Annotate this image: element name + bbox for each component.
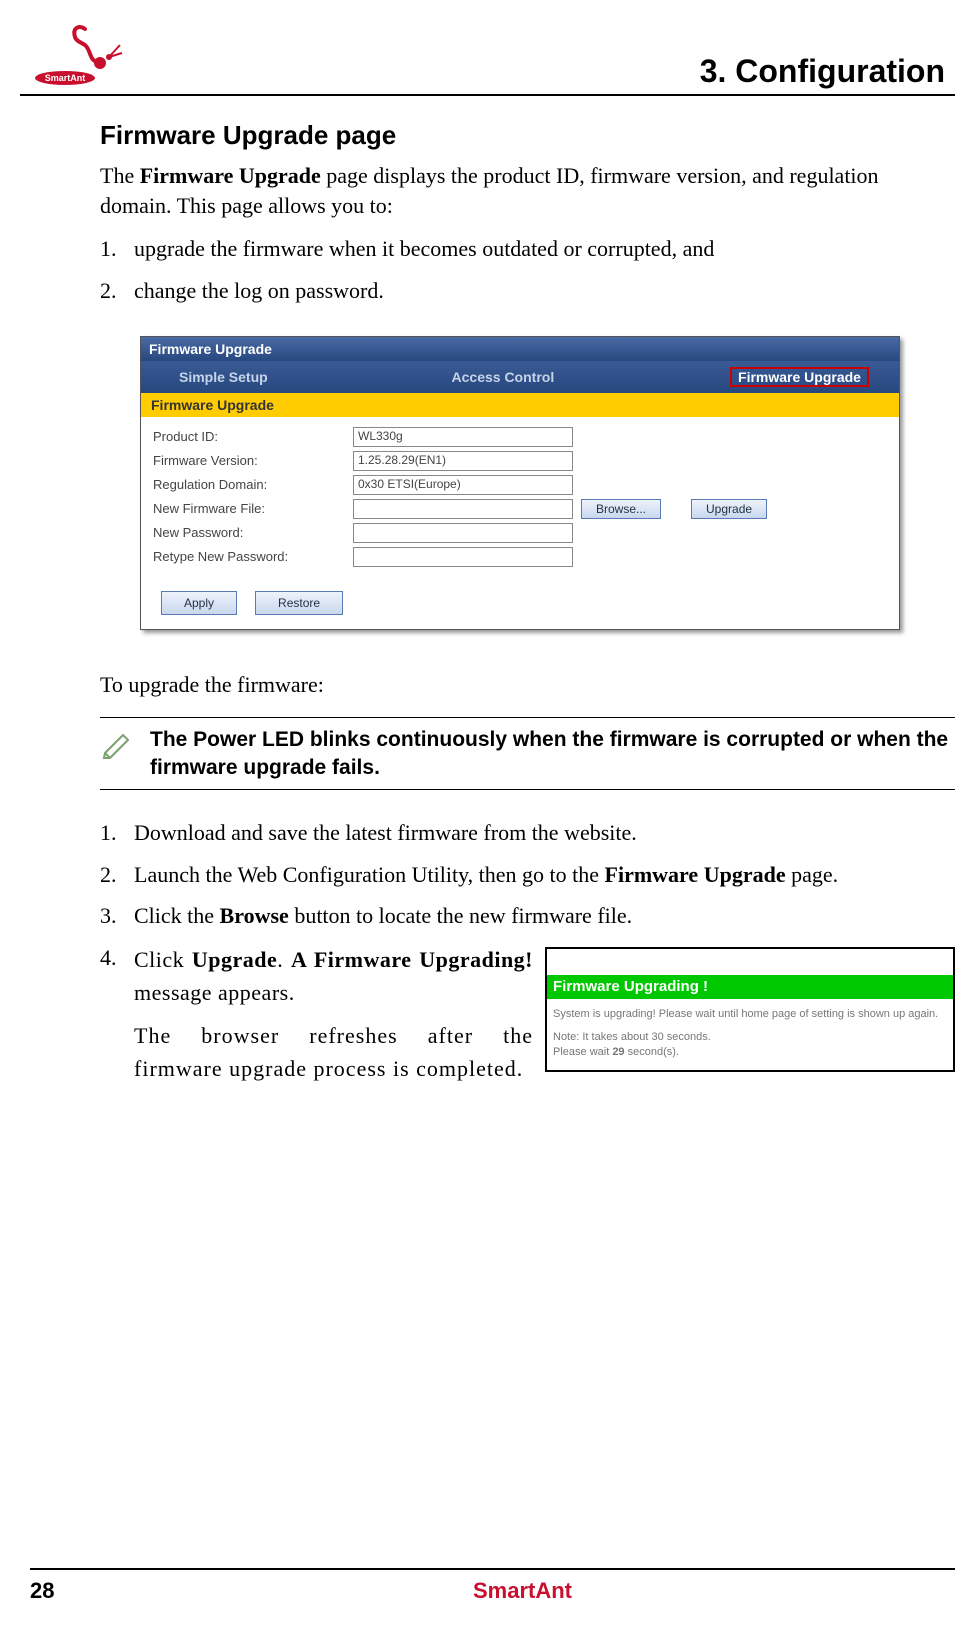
wait-post: second(s). xyxy=(625,1046,679,1058)
firmware-screenshot: Firmware Upgrade Simple Setup Access Con… xyxy=(140,336,900,630)
page-number: 28 xyxy=(30,1578,90,1604)
upgrade-lead: To upgrade the firmware: xyxy=(100,670,955,700)
upgrading-line2: Note: It takes about 30 seconds. xyxy=(553,1030,947,1045)
list-item: 2. change the log on password. xyxy=(100,276,955,306)
s4a-mid: . xyxy=(277,947,291,972)
pencil-icon xyxy=(100,726,136,762)
note-text: The Power LED blinks continuously when t… xyxy=(150,726,955,781)
upgrading-line1: System is upgrading! Please wait until h… xyxy=(553,1007,947,1022)
s2-bold: Firmware Upgrade xyxy=(605,862,786,887)
s2-pre: Launch the Web Configuration Utility, th… xyxy=(134,862,605,887)
item-number: 1. xyxy=(100,818,134,848)
intro-paragraph: The Firmware Upgrade page displays the p… xyxy=(100,161,955,220)
new-firmware-file-input[interactable] xyxy=(353,499,573,519)
screenshot-form: Product ID: WL330g Firmware Version: 1.2… xyxy=(141,417,899,581)
retype-password-input[interactable] xyxy=(353,547,573,567)
footer-brand: SmartAnt xyxy=(90,1578,955,1604)
upgrading-line3: Please wait 29 second(s). xyxy=(553,1045,947,1060)
smartant-logo-icon: SmartAnt xyxy=(30,23,140,88)
item-text: Download and save the latest firmware fr… xyxy=(134,818,955,848)
intro-bold: Firmware Upgrade xyxy=(140,163,321,188)
intro-pre: The xyxy=(100,163,140,188)
steps-list: 1. Download and save the latest firmware… xyxy=(100,818,955,1085)
s4a-b1: Upgrade xyxy=(192,947,277,972)
regulation-domain-label: Regulation Domain: xyxy=(153,477,353,492)
list-item: 2. Launch the Web Configuration Utility,… xyxy=(100,860,955,890)
section-heading: Firmware Upgrade page xyxy=(100,120,955,151)
firmware-version-value: 1.25.28.29(EN1) xyxy=(353,451,573,471)
s3-bold: Browse xyxy=(220,903,289,928)
upgrade-button[interactable]: Upgrade xyxy=(691,499,767,519)
list-item: 3. Click the Browse button to locate the… xyxy=(100,901,955,931)
firmware-version-label: Firmware Version: xyxy=(153,453,353,468)
wait-pre: Please wait xyxy=(553,1046,612,1058)
list-item: 1. Download and save the latest firmware… xyxy=(100,818,955,848)
new-firmware-file-label: New Firmware File: xyxy=(153,501,353,516)
screenshot-tabs: Simple Setup Access Control Firmware Upg… xyxy=(141,361,899,393)
wait-seconds: 29 xyxy=(612,1046,624,1058)
item-number: 3. xyxy=(100,901,134,931)
screenshot-titlebar: Firmware Upgrade xyxy=(141,337,899,361)
item-number: 4. xyxy=(100,943,134,1085)
item-text: Click the Browse button to locate the ne… xyxy=(134,901,955,931)
s3-pre: Click the xyxy=(134,903,220,928)
tab-access-control[interactable]: Access Control xyxy=(444,367,563,387)
restore-button[interactable]: Restore xyxy=(255,591,343,615)
list-item: 1. upgrade the firmware when it becomes … xyxy=(100,234,955,264)
firmware-upgrading-screenshot: Firmware Upgrading ! System is upgrading… xyxy=(545,947,955,1072)
intro-list: 1. upgrade the firmware when it becomes … xyxy=(100,234,955,305)
page-footer: 28 SmartAnt xyxy=(30,1568,955,1604)
upgrading-body: System is upgrading! Please wait until h… xyxy=(547,999,953,1070)
tab-simple-setup[interactable]: Simple Setup xyxy=(171,367,276,387)
regulation-domain-value: 0x30 ETSI(Europe) xyxy=(353,475,573,495)
screenshot-section-bar: Firmware Upgrade xyxy=(141,393,899,417)
item-text: change the log on password. xyxy=(134,276,955,306)
retype-password-label: Retype New Password: xyxy=(153,549,353,564)
apply-button[interactable]: Apply xyxy=(161,591,237,615)
item-text: upgrade the firmware when it becomes out… xyxy=(134,234,955,264)
product-id-label: Product ID: xyxy=(153,429,353,444)
s3-post: button to locate the new firmware file. xyxy=(289,903,632,928)
item-number: 1. xyxy=(100,234,134,264)
s4a-post: message appears. xyxy=(134,980,295,1005)
page-header: SmartAnt 3. Configuration xyxy=(20,20,955,96)
list-item: 4. Firmware Upgrading ! System is upgrad… xyxy=(100,943,955,1085)
chapter-title: 3. Configuration xyxy=(150,53,955,90)
new-password-input[interactable] xyxy=(353,523,573,543)
svg-text:SmartAnt: SmartAnt xyxy=(45,73,86,83)
s4a-pre: Click xyxy=(134,947,192,972)
s2-post: page. xyxy=(786,862,839,887)
item-number: 2. xyxy=(100,860,134,890)
browse-button[interactable]: Browse... xyxy=(581,499,661,519)
product-id-value: WL330g xyxy=(353,427,573,447)
item-text: Firmware Upgrading ! System is upgrading… xyxy=(134,943,955,1085)
item-text: Launch the Web Configuration Utility, th… xyxy=(134,860,955,890)
item-number: 2. xyxy=(100,276,134,306)
note-block: The Power LED blinks continuously when t… xyxy=(100,717,955,790)
logo: SmartAnt xyxy=(20,20,150,90)
upgrading-title: Firmware Upgrading ! xyxy=(547,975,953,999)
s4a-b2: A Firmware Upgrading! xyxy=(291,947,533,972)
tab-firmware-upgrade[interactable]: Firmware Upgrade xyxy=(730,367,869,387)
new-password-label: New Password: xyxy=(153,525,353,540)
